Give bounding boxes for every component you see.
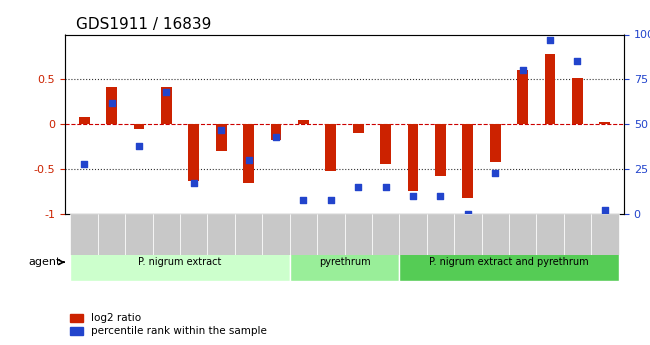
Point: [490, 170, 501, 175]
Legend: log2 ratio, percentile rank within the sample: log2 ratio, percentile rank within the s…: [70, 313, 267, 336]
FancyBboxPatch shape: [317, 214, 344, 255]
FancyBboxPatch shape: [399, 244, 619, 281]
Text: P. nigrum extract: P. nigrum extract: [138, 257, 222, 267]
Point: [463, 211, 473, 217]
Bar: [344, 34, 372, 214]
Bar: [290, 34, 317, 214]
Bar: [133, 124, 144, 129]
Bar: [270, 124, 281, 140]
Text: GDS1911 / 16839: GDS1911 / 16839: [76, 17, 211, 32]
FancyBboxPatch shape: [344, 214, 372, 255]
Point: [134, 143, 144, 148]
Bar: [298, 120, 309, 124]
Point: [107, 100, 117, 106]
Bar: [153, 34, 180, 214]
Bar: [317, 34, 344, 214]
Bar: [509, 34, 536, 214]
Bar: [216, 124, 227, 151]
FancyBboxPatch shape: [426, 214, 454, 255]
FancyBboxPatch shape: [290, 214, 317, 255]
FancyBboxPatch shape: [454, 214, 482, 255]
FancyBboxPatch shape: [98, 214, 125, 255]
Point: [517, 68, 528, 73]
Text: pyrethrum: pyrethrum: [318, 257, 370, 267]
Bar: [426, 34, 454, 214]
Point: [271, 134, 281, 139]
Bar: [591, 34, 619, 214]
Bar: [372, 34, 399, 214]
Bar: [462, 124, 473, 198]
FancyBboxPatch shape: [372, 214, 399, 255]
Bar: [79, 117, 90, 124]
FancyBboxPatch shape: [591, 214, 619, 255]
Bar: [599, 121, 610, 124]
Bar: [98, 34, 125, 214]
Bar: [188, 124, 200, 181]
Bar: [517, 70, 528, 124]
Bar: [235, 34, 263, 214]
FancyBboxPatch shape: [235, 214, 263, 255]
Point: [326, 197, 336, 202]
Bar: [353, 124, 364, 133]
Bar: [564, 34, 591, 214]
Bar: [243, 124, 254, 183]
FancyBboxPatch shape: [263, 214, 290, 255]
FancyBboxPatch shape: [399, 214, 426, 255]
Point: [298, 197, 309, 202]
Bar: [489, 124, 500, 162]
Point: [353, 184, 363, 190]
Bar: [161, 87, 172, 124]
Bar: [70, 34, 98, 214]
Bar: [482, 34, 509, 214]
Point: [436, 193, 446, 199]
Bar: [545, 54, 556, 124]
Bar: [380, 124, 391, 164]
Point: [243, 157, 254, 163]
Point: [408, 193, 418, 199]
Bar: [325, 124, 336, 171]
Point: [79, 161, 90, 166]
FancyBboxPatch shape: [536, 214, 564, 255]
FancyBboxPatch shape: [153, 214, 180, 255]
FancyBboxPatch shape: [180, 214, 207, 255]
FancyBboxPatch shape: [207, 214, 235, 255]
Bar: [536, 34, 564, 214]
Bar: [207, 34, 235, 214]
Bar: [125, 34, 153, 214]
Bar: [180, 34, 207, 214]
FancyBboxPatch shape: [564, 214, 591, 255]
Point: [188, 181, 199, 186]
Bar: [572, 78, 583, 124]
FancyBboxPatch shape: [509, 214, 536, 255]
Point: [216, 127, 226, 132]
Bar: [106, 87, 117, 124]
Point: [572, 59, 582, 64]
Point: [161, 89, 172, 95]
Bar: [435, 124, 446, 176]
FancyBboxPatch shape: [290, 244, 399, 281]
Point: [599, 208, 610, 213]
FancyBboxPatch shape: [70, 244, 290, 281]
FancyBboxPatch shape: [482, 214, 509, 255]
Point: [380, 184, 391, 190]
Text: P. nigrum extract and pyrethrum: P. nigrum extract and pyrethrum: [429, 257, 589, 267]
Bar: [408, 124, 419, 191]
Point: [545, 37, 555, 43]
FancyBboxPatch shape: [125, 214, 153, 255]
FancyBboxPatch shape: [70, 214, 98, 255]
Bar: [454, 34, 482, 214]
Bar: [263, 34, 290, 214]
Text: agent: agent: [29, 257, 64, 267]
Bar: [399, 34, 426, 214]
